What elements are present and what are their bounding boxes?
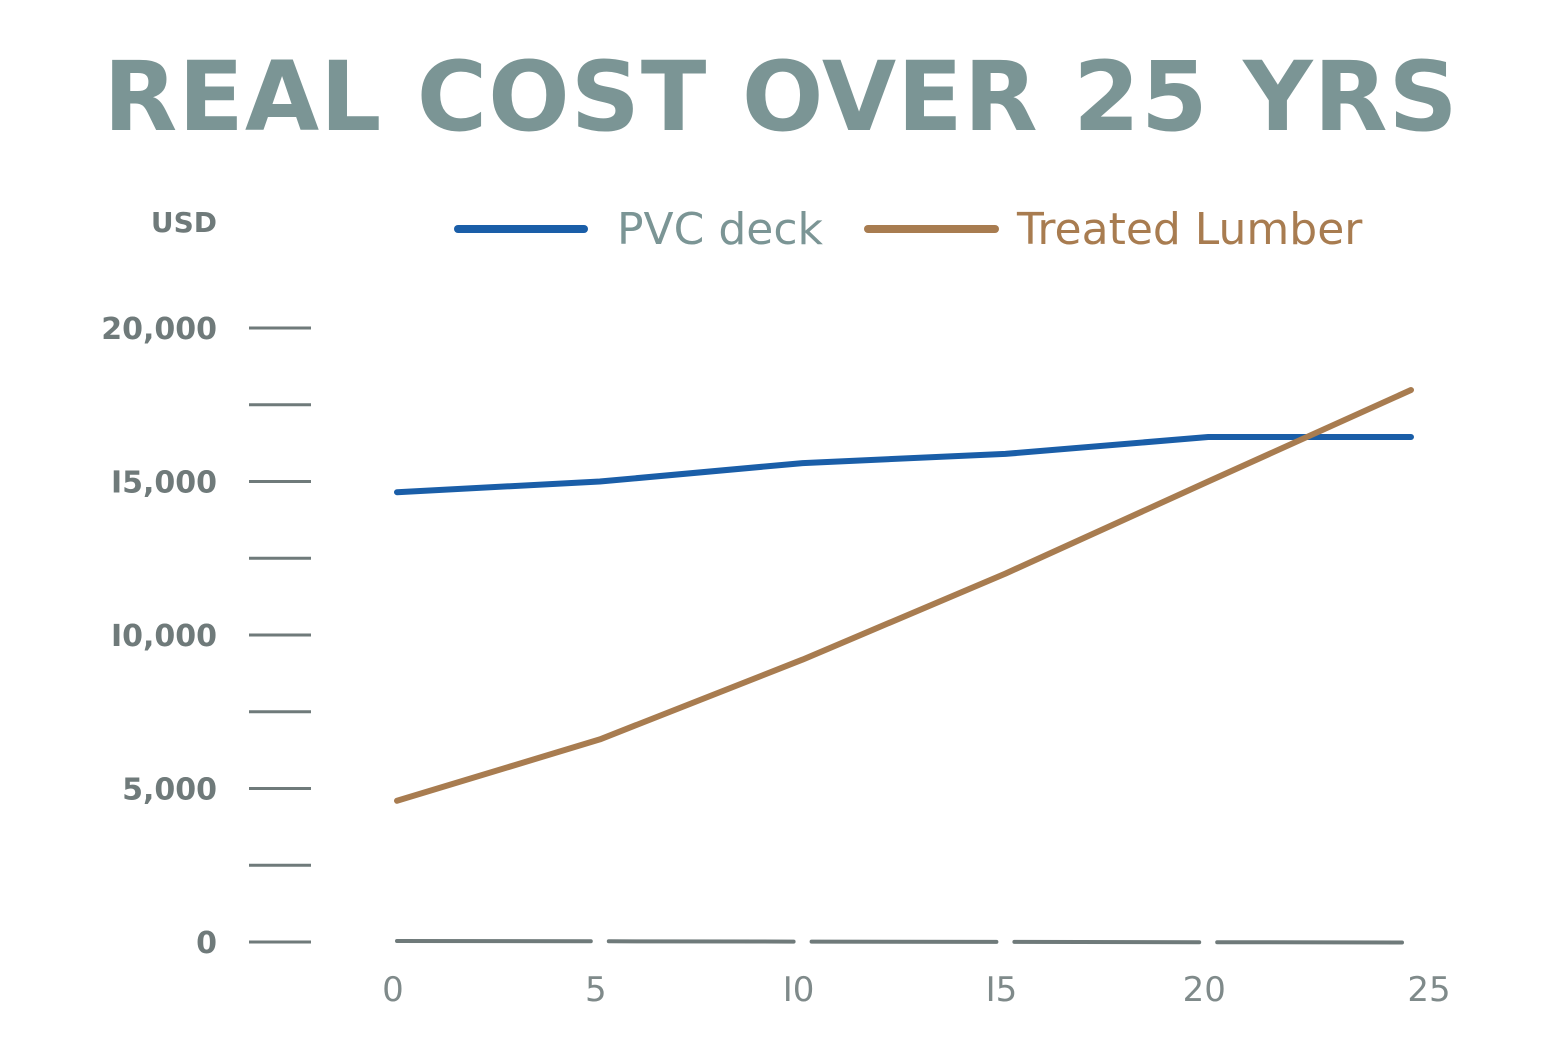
y-tick-label: 0	[196, 926, 217, 961]
legend-label-pvc-deck: PVC deck	[617, 204, 824, 255]
x-tick-label: 20	[1183, 970, 1226, 1010]
series-layer	[394, 387, 1414, 804]
legend-label-treated-lumber: Treated Lumber	[1016, 204, 1363, 255]
x-tick-label: 25	[1407, 970, 1450, 1010]
legend: PVC deck Treated Lumber	[454, 204, 1363, 255]
y-axis: 0 5,000 I0,000 I5,000 20,000	[101, 312, 311, 961]
x-axis: 0 5 I0 I5 20 25	[382, 939, 1451, 1010]
x-tick-label: 0	[382, 970, 404, 1010]
x-tick-label: I5	[986, 970, 1018, 1010]
y-tick-label: 20,000	[101, 312, 217, 347]
y-tick-label: 5,000	[122, 773, 217, 808]
series-line-pvc-deck	[394, 434, 1414, 496]
y-tick-label: I5,000	[111, 466, 217, 501]
chart-title: REAL COST OVER 25 YRS	[103, 41, 1458, 153]
series-line-treated-lumber	[394, 387, 1414, 804]
x-tick-label: I0	[783, 970, 815, 1010]
y-axis-unit-label: USD	[151, 206, 217, 239]
x-tick-label: 5	[585, 970, 607, 1010]
y-tick-label: I0,000	[111, 619, 217, 654]
